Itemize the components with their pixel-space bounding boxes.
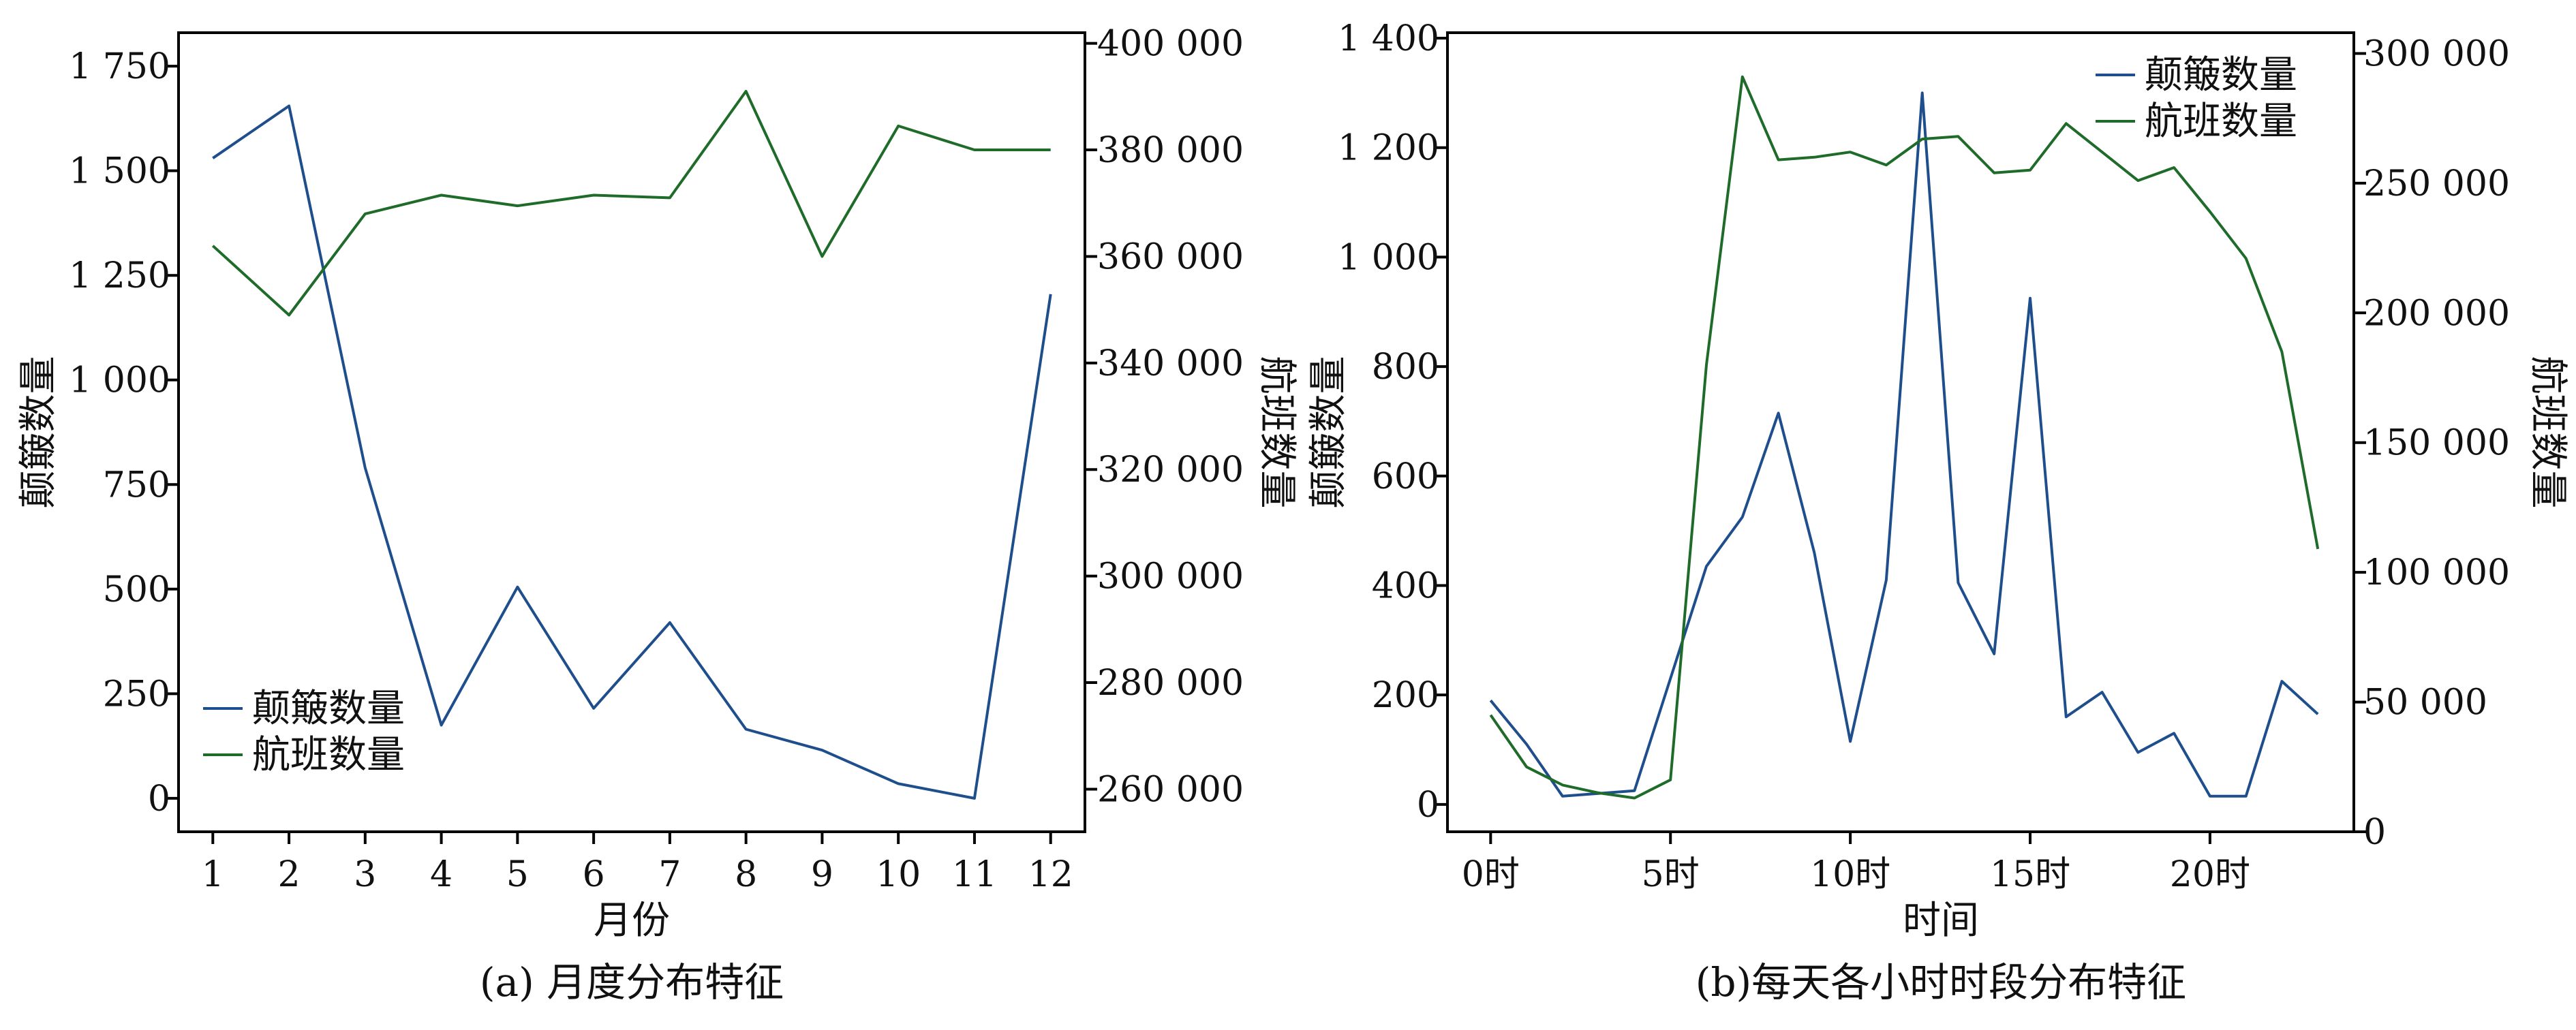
series-line-turbulence (1489, 91, 2319, 798)
right-y-tick-label: 100 000 (2363, 552, 2510, 593)
x-tick-label: 5时 (1642, 854, 1700, 895)
left-y-tick-label: 200 (1372, 675, 1439, 716)
x-tick-label: 15时 (1990, 854, 2070, 895)
x-tick-label: 3 (354, 854, 376, 895)
x-tick-label: 2 (278, 854, 301, 895)
left-y-tick-label: 800 (1372, 347, 1439, 388)
left-y-tick-label: 1 000 (1338, 237, 1439, 278)
left-y-tick-label: 1 250 (69, 255, 170, 296)
left-axis-title: 颠簸数量 (16, 356, 61, 509)
panel-b-hourly-chart: 0时 5时 10时 15时 20时 0 200 400 600 800 1 000 1 200 1 40… (1306, 18, 2570, 1005)
legend-label: 航班数量 (2145, 99, 2297, 144)
left-y-tick-label: 0 (1417, 785, 1439, 826)
plot-frame (1446, 31, 2355, 833)
right-axis-title: 航班数量 (2526, 356, 2570, 509)
panel-caption: (a) 月度分布特征 (480, 959, 784, 1005)
right-y-tick-label: 200 000 (2363, 293, 2510, 334)
x-tick-label: 10 (876, 854, 921, 895)
right-y-tick-label: 280 000 (1097, 663, 1244, 704)
x-tick-label: 12 (1028, 854, 1073, 895)
right-y-tick-label: 320 000 (1097, 450, 1244, 490)
right-y-tick-label: 340 000 (1097, 343, 1244, 384)
right-y-tick-label: 300 000 (2363, 33, 2510, 74)
x-tick-label: 9 (811, 854, 833, 895)
legend-label: 航班数量 (252, 733, 405, 777)
left-y-tick-label: 500 (103, 569, 170, 610)
series-line-flights (211, 90, 1051, 317)
plot-frame (177, 31, 1086, 833)
left-y-tick-label: 1 500 (69, 151, 170, 192)
legend-label: 颠簸数量 (2145, 53, 2297, 97)
right-axis-title: 航班数量 (1255, 356, 1299, 509)
x-tick-label: 1 (202, 854, 224, 895)
x-tick-label: 20时 (2170, 854, 2250, 895)
right-y-tick-label: 380 000 (1097, 130, 1244, 171)
x-tick-label: 6 (583, 854, 605, 895)
x-tick-label: 7 (658, 854, 681, 895)
panel-caption: (b)每天各小时时段分布特征 (1696, 959, 2186, 1005)
x-tick-label: 5 (506, 854, 529, 895)
left-y-tick-label: 1 750 (69, 46, 170, 87)
series-line-turbulence (212, 104, 1052, 800)
left-y-tick-label: 600 (1372, 456, 1439, 497)
left-y-tick-label: 1 400 (1338, 18, 1439, 59)
left-axis-title: 颠簸数量 (1306, 356, 1351, 509)
x-tick-label: 8 (735, 854, 757, 895)
right-y-tick-label: 0 (2363, 812, 2386, 853)
left-y-tick-label: 0 (148, 779, 170, 820)
left-y-tick-label: 750 (103, 465, 170, 505)
x-tick-label: 10时 (1810, 854, 1890, 895)
x-tick-label: 11 (952, 854, 997, 895)
right-y-tick-label: 260 000 (1097, 769, 1244, 810)
left-y-tick-label: 250 (103, 674, 170, 715)
right-y-tick-label: 250 000 (2363, 163, 2510, 204)
x-axis-title: 月份 (594, 899, 670, 943)
x-axis-title: 时间 (1903, 899, 1979, 943)
left-y-tick-label: 1 000 (69, 360, 170, 401)
x-tick-label: 0时 (1462, 854, 1520, 895)
right-y-tick-label: 150 000 (2363, 423, 2510, 464)
right-y-tick-label: 360 000 (1097, 236, 1244, 277)
x-tick-label: 4 (430, 854, 453, 895)
legend-label: 颠簸数量 (252, 687, 405, 731)
right-y-tick-label: 400 000 (1097, 24, 1244, 65)
right-y-tick-label: 50 000 (2363, 683, 2487, 723)
left-y-tick-label: 400 (1372, 565, 1439, 606)
right-y-tick-label: 300 000 (1097, 557, 1244, 597)
series-line-flights (1489, 75, 2320, 800)
left-y-tick-label: 1 200 (1338, 128, 1439, 169)
